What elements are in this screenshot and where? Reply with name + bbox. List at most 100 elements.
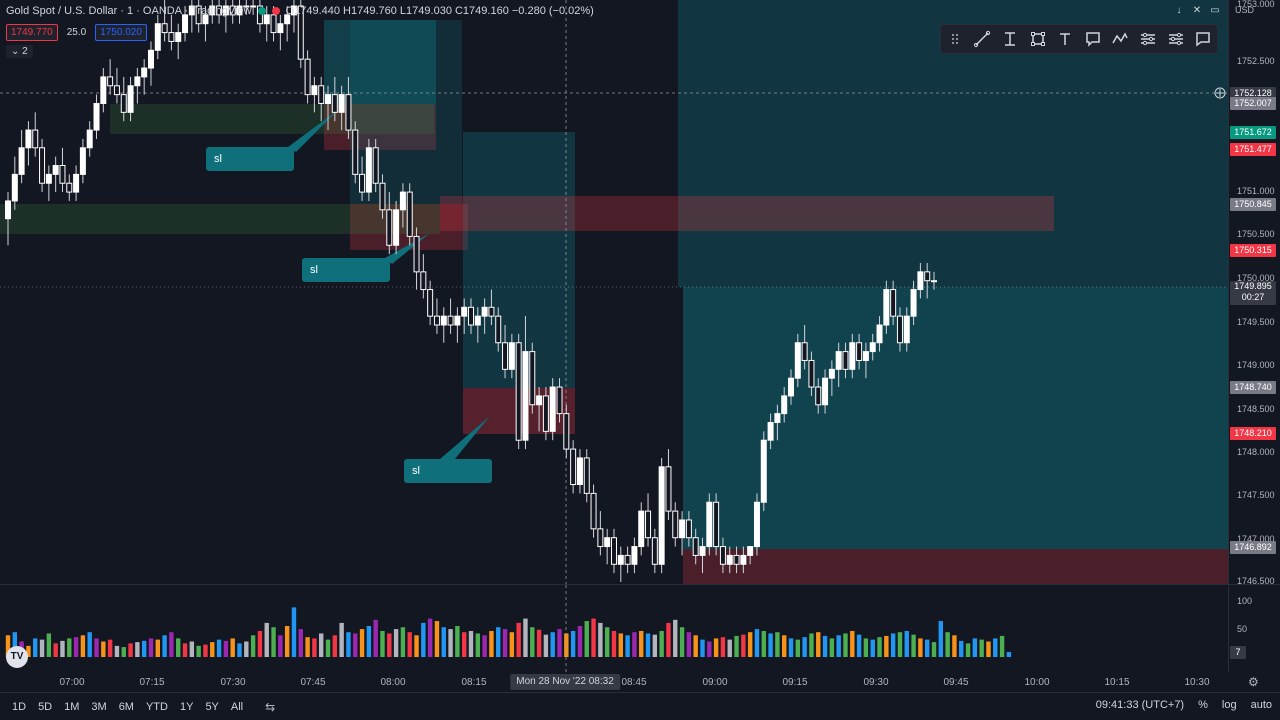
candle-body	[399, 191, 406, 211]
volume-bar	[203, 644, 208, 657]
text-icon[interactable]	[1051, 25, 1079, 53]
candle-body	[420, 271, 427, 291]
volume-bar	[400, 627, 406, 657]
volume-bar	[904, 630, 909, 657]
chart-canvas[interactable]	[0, 0, 1228, 584]
volume-bar	[863, 638, 869, 657]
price-tick: 1750.000	[1237, 273, 1275, 283]
volume-bar	[162, 635, 167, 657]
volume-bar	[291, 607, 297, 657]
range-1m-button[interactable]: 1M	[64, 700, 80, 713]
range-1d-button[interactable]: 1D	[12, 700, 27, 713]
volume-scale[interactable]: 100 50 7	[1228, 584, 1280, 672]
maximize-icon[interactable]: ▭	[1210, 5, 1220, 16]
candle-body	[856, 342, 863, 361]
candle-body	[896, 315, 903, 344]
currency-selector[interactable]: USD	[1235, 5, 1255, 15]
volume-bar	[727, 639, 732, 657]
volume-bar	[543, 634, 549, 657]
time-tick: 09:00	[702, 677, 728, 688]
volume-bar	[972, 638, 978, 657]
clock-display[interactable]: 09:41:33 (UTC+7)	[1095, 699, 1185, 711]
volume-bar	[782, 635, 787, 657]
candle-body	[454, 315, 461, 326]
volume-bar	[931, 642, 937, 657]
stop-loss-label[interactable]: sl	[302, 258, 390, 282]
symbol-title[interactable]: Gold Spot / U.S. Dollar · 1 · OANDA · Tr…	[6, 5, 252, 17]
range-ytd-button[interactable]: YTD	[145, 700, 168, 713]
template-list-icon[interactable]	[1162, 25, 1190, 53]
time-tick: 10:30	[1184, 677, 1210, 688]
price-range-icon[interactable]	[996, 25, 1024, 53]
goto-date-icon[interactable]: ⇆	[265, 699, 276, 714]
indicators-toggle[interactable]: ⌄ 2	[6, 45, 33, 58]
price-chart[interactable]: Gold Spot / U.S. Dollar · 1 · OANDA · Tr…	[0, 0, 1228, 584]
volume-bar	[870, 639, 875, 657]
candle-body	[107, 76, 114, 87]
candle-body	[910, 289, 917, 317]
candle-body	[692, 537, 699, 556]
volume-bar	[257, 630, 263, 657]
volume-bar	[210, 642, 215, 657]
callout-icon[interactable]	[1079, 25, 1107, 53]
candle-body	[529, 351, 536, 406]
spread-value: 25.0	[66, 27, 87, 38]
chart-window-controls: ↓ ✕ ▭	[1172, 4, 1222, 18]
time-tick: 07:15	[139, 677, 165, 688]
volume-bar	[713, 638, 719, 657]
range-1y-button[interactable]: 1Y	[179, 700, 194, 713]
price-tick: 1751.000	[1237, 186, 1275, 196]
range-5y-button[interactable]: 5Y	[205, 700, 219, 713]
volume-bar	[237, 643, 242, 657]
tradingview-logo[interactable]: TV	[6, 646, 28, 668]
buy-button[interactable]: 1750.020	[95, 24, 147, 41]
trend-line-icon[interactable]	[969, 25, 997, 53]
candle-body	[386, 209, 393, 246]
percent-toggle[interactable]: %	[1198, 699, 1208, 711]
volume-bar	[816, 632, 821, 657]
volume-pane[interactable]	[0, 584, 1228, 672]
volume-bar	[427, 618, 433, 657]
candle-body	[79, 147, 86, 175]
time-axis[interactable]: 07:00 07:15 07:30 07:45 08:00 08:15 08:4…	[0, 672, 1259, 692]
sell-button[interactable]: 1749.770	[6, 24, 58, 41]
time-tick: 07:45	[300, 677, 326, 688]
candle-body	[202, 14, 209, 25]
volume-bar	[5, 635, 11, 657]
candle-body	[597, 528, 604, 548]
arrow-down-icon[interactable]: ↓	[1176, 5, 1182, 16]
range-5d-button[interactable]: 5D	[38, 700, 53, 713]
support-zone	[110, 104, 434, 134]
range-6m-button[interactable]: 6M	[118, 700, 134, 713]
log-toggle[interactable]: log	[1221, 699, 1237, 711]
volume-bar	[747, 632, 753, 657]
price-scale[interactable]: 1753.000 1752.500 1751.000 1750.500 1750…	[1228, 0, 1280, 586]
volume-bar	[707, 641, 712, 657]
range-3m-button[interactable]: 3M	[91, 700, 107, 713]
volume-bar	[312, 638, 317, 657]
stop-loss-label[interactable]: sl	[206, 147, 294, 171]
volume-bar	[67, 638, 72, 657]
volume-bar	[897, 632, 903, 657]
rectangle-icon[interactable]	[1024, 25, 1052, 53]
volume-bar	[788, 638, 794, 657]
drag-handle-icon[interactable]	[941, 25, 969, 53]
candle-body	[876, 324, 883, 344]
volume-bar	[250, 635, 256, 657]
close-icon[interactable]: ✕	[1192, 5, 1202, 16]
comment-icon[interactable]	[1189, 25, 1217, 53]
path-icon[interactable]	[1107, 25, 1135, 53]
volume-bar	[325, 639, 331, 657]
candle-body	[651, 537, 658, 565]
volume-bar	[836, 635, 841, 657]
settings-list-icon[interactable]	[1134, 25, 1162, 53]
time-tick: 09:30	[863, 677, 889, 688]
price-label: 1750.845	[1230, 198, 1276, 211]
range-all-button[interactable]: All	[230, 700, 244, 713]
gear-icon[interactable]: ⚙	[1248, 675, 1259, 689]
stop-loss-label[interactable]: sl	[404, 459, 492, 483]
candle-body	[229, 5, 236, 16]
auto-toggle[interactable]: auto	[1250, 699, 1272, 711]
bottom-right-controls: 09:41:33 (UTC+7) % log auto	[1096, 699, 1272, 711]
candle-body	[284, 14, 291, 25]
